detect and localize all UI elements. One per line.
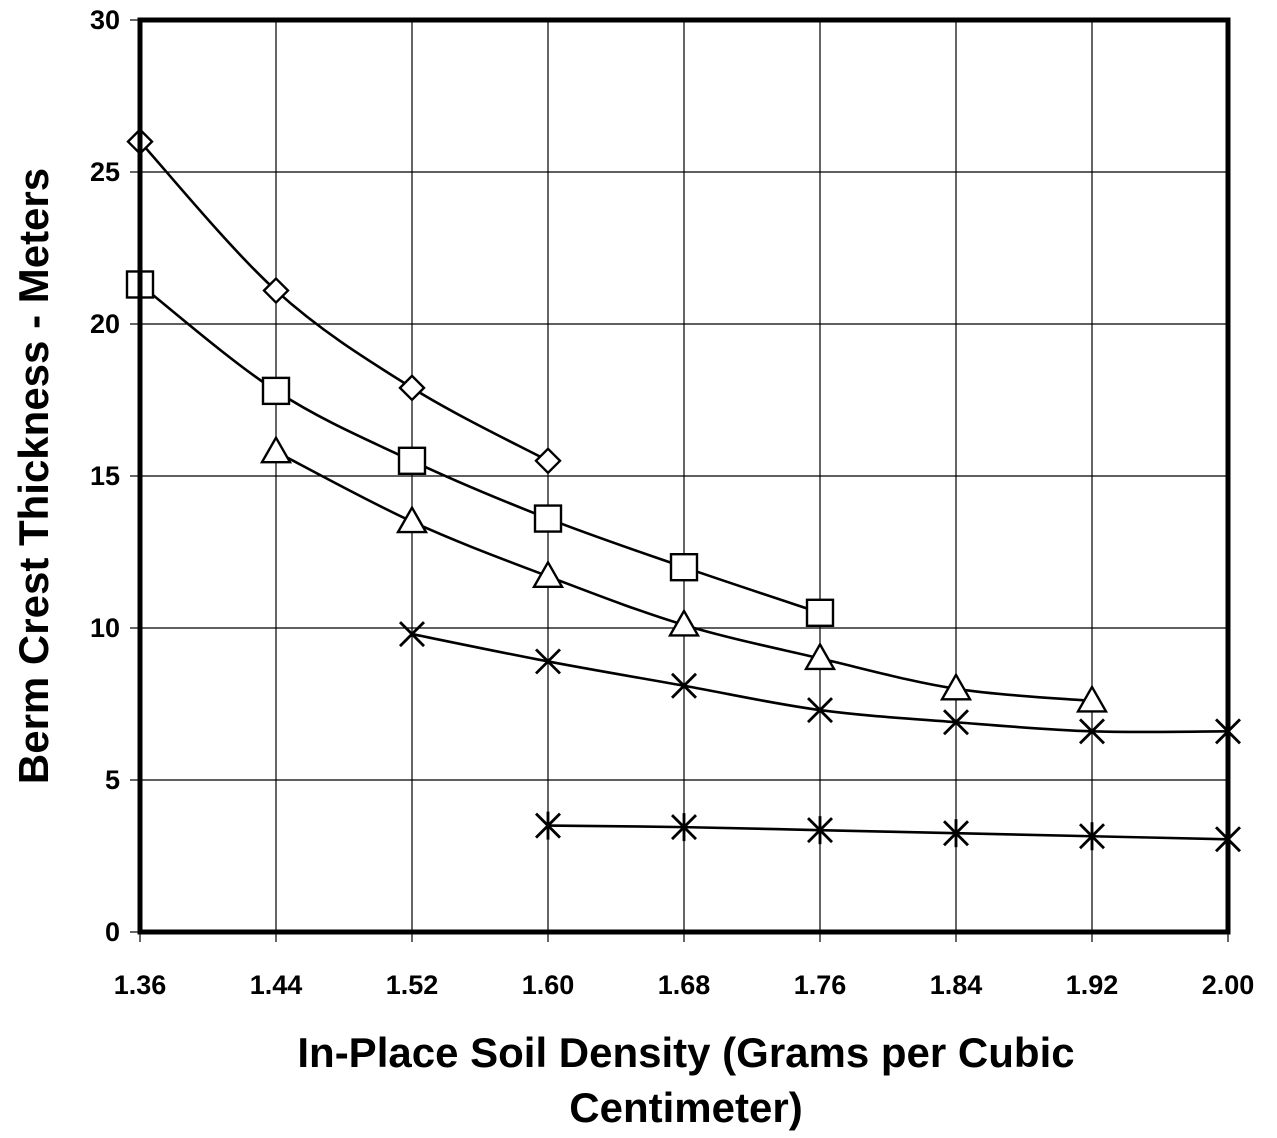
data-point-x-star [399,621,425,648]
y-tick-label: 30 [90,5,120,35]
x-tick-label: 1.36 [114,970,167,1000]
series-asterisk-line [547,824,1229,841]
data-point-square [805,598,835,627]
data-point-x-star [943,709,969,736]
x-tick-label: 1.52 [386,970,439,1000]
data-point-square [669,553,699,582]
y-tick-label: 15 [90,461,120,491]
y-axis-title: Berm Crest Thickness - Meters [10,168,57,784]
x-tick-label: 1.92 [1066,970,1119,1000]
data-point-triangle [395,505,429,534]
data-point-square [397,446,427,475]
data-point-x-star [535,648,561,675]
data-point-triangle [667,608,701,637]
series-diamond-line [139,140,549,462]
x-tick-label: 1.84 [930,970,983,1000]
data-point-asterisk [807,816,833,845]
y-tick-label: 25 [90,157,120,187]
data-point-square [533,504,563,533]
x-tick-label: 1.76 [794,970,847,1000]
x-tick-labels: 1.36 1.44 1.52 1.60 1.68 1.76 1.84 1.92 2.00 [114,970,1255,1000]
y-tick-label: 20 [90,309,120,339]
x-tick-label: 1.44 [250,970,303,1000]
data-point-diamond [398,374,426,402]
data-point-diamond [534,447,562,475]
series-square-line [139,283,821,615]
y-tick-labels: 0 5 10 15 20 25 30 [90,5,120,947]
data-point-asterisk [671,813,697,842]
data-point-triangle [259,435,293,464]
data-point-triangle [1075,684,1109,713]
data-point-x-star [1079,718,1105,745]
y-tick-label: 0 [105,917,120,947]
y-tick-label: 5 [105,765,120,795]
data-point-asterisk [943,819,969,848]
data-point-x-star [807,697,833,724]
data-point-triangle [939,672,973,701]
x-tick-label: 1.60 [522,970,575,1000]
plot-frame [137,17,1231,935]
data-point-triangle [803,641,837,671]
data-point-triangle [531,559,565,589]
data-point-diamond [262,276,290,305]
data-point-square [261,376,291,406]
data-point-asterisk [535,811,561,840]
y-tick-label: 10 [90,613,120,643]
x-axis-title-line-2: Centimeter) [569,1084,802,1131]
x-tick-label: 2.00 [1202,970,1255,1000]
data-point-asterisk [1079,822,1105,851]
x-tick-label: 1.68 [658,970,711,1000]
gridlines [130,19,1229,942]
data-point-x-star [671,672,697,699]
x-axis-title-line-1: In-Place Soil Density (Grams per Cubic [297,1029,1074,1076]
